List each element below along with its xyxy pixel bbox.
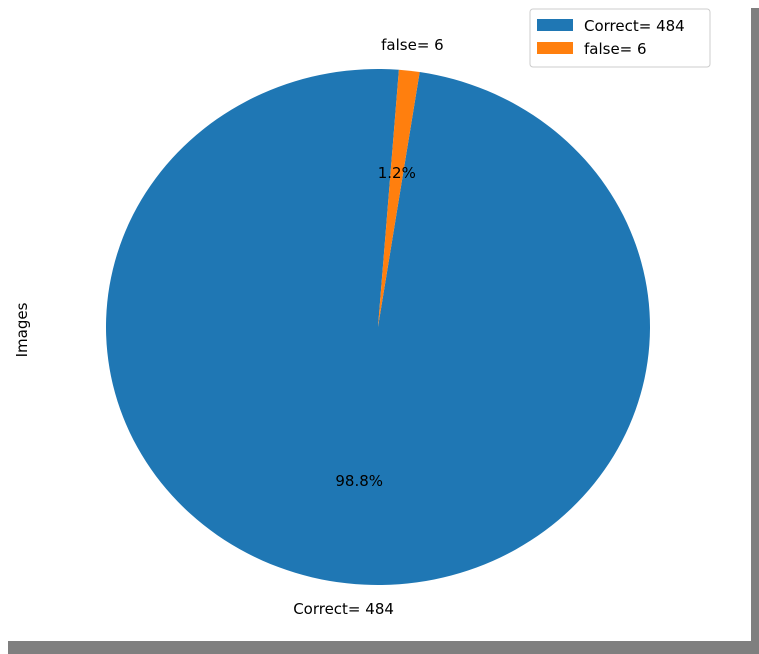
legend-label: false= 6 [584, 40, 647, 58]
window-frame-right [751, 8, 759, 654]
legend-swatch [537, 19, 573, 31]
slice-label: Correct= 484 [293, 600, 394, 618]
slice-label: false= 6 [381, 36, 444, 54]
labels-layer: Correct= 484 98.8% false= 6 1.2% [293, 36, 444, 618]
slice-percent-label: 98.8% [335, 472, 383, 490]
slices-layer [106, 69, 651, 585]
pie-slice [378, 69, 420, 327]
legend-label: Correct= 484 [584, 17, 685, 35]
legend-entries: Correct= 484 false= 6 [537, 17, 685, 58]
y-axis-label: Images [13, 302, 31, 357]
legend-swatch [537, 42, 573, 54]
window-frame-bottom [8, 641, 759, 654]
legend-box [529, 8, 711, 68]
slice-percent-label: 1.2% [378, 164, 416, 182]
legend: Correct= 484 false= 6 [529, 8, 711, 68]
pie-slice [106, 69, 651, 585]
